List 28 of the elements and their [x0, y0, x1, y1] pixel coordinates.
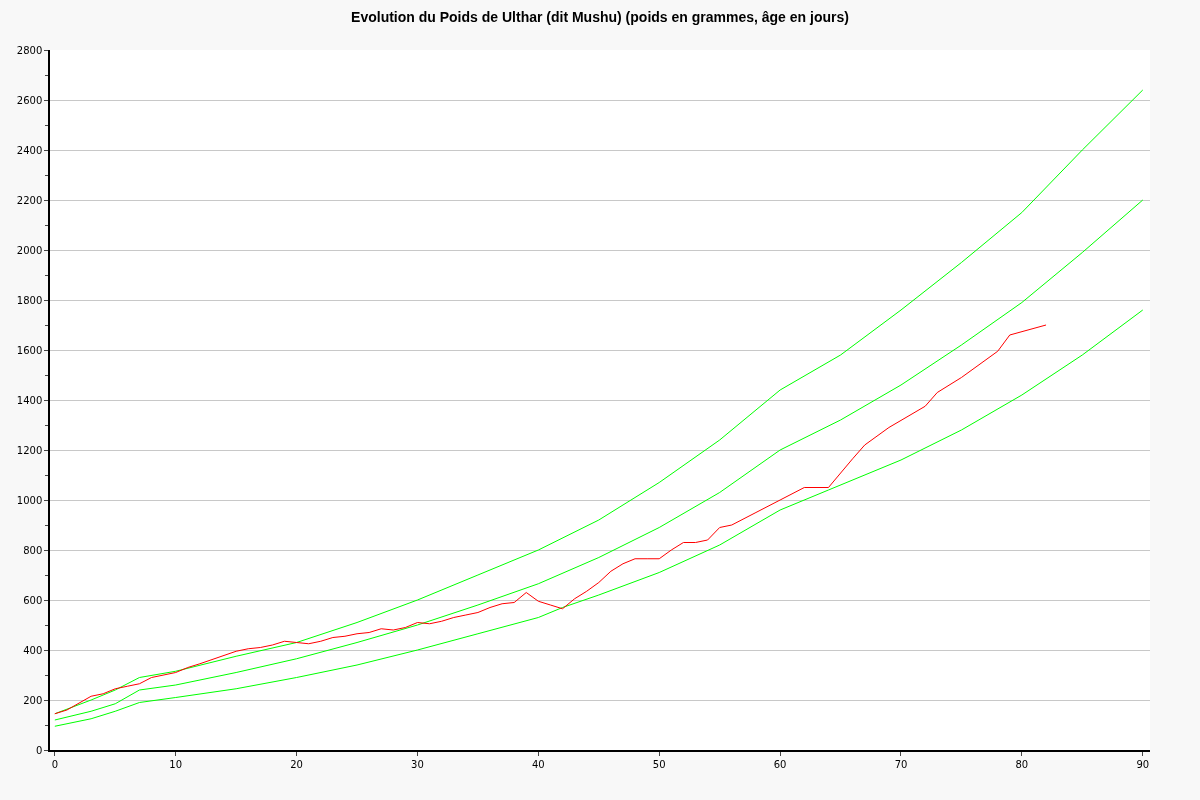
- x-tick-label: 10: [169, 758, 183, 770]
- x-tick-label: 20: [290, 758, 303, 770]
- y-tick-label: 2000: [16, 244, 43, 256]
- line-series: [54, 199, 1144, 721]
- y-tick-label: 1800: [16, 294, 43, 306]
- x-tick-label: 80: [1015, 758, 1029, 770]
- x-tick-label: 70: [894, 758, 908, 770]
- y-tick-label: 2600: [16, 94, 43, 106]
- x-tick-label: 50: [652, 758, 666, 770]
- chart-title: Evolution du Poids de Ulthar (dit Mushu) (poids en grammes, âge en jours): [351, 8, 849, 25]
- y-tick-label: 1400: [16, 394, 43, 406]
- y-tick-label: 2400: [16, 144, 43, 156]
- x-tick-label: 0: [51, 758, 59, 770]
- x-tick-label: 30: [411, 758, 424, 770]
- y-tick-label: 200: [23, 694, 43, 706]
- y-tick-label: 400: [23, 644, 43, 656]
- x-tick-label: 60: [773, 758, 787, 770]
- y-tick-label: 800: [23, 544, 43, 556]
- x-tick-label: 40: [531, 758, 545, 770]
- y-tick-label: 600: [23, 594, 43, 606]
- x-tick-label: 90: [1136, 758, 1150, 770]
- y-tick-label: 1200: [16, 444, 43, 456]
- y-tick-label: 1600: [16, 344, 43, 356]
- y-tick-label: 2800: [16, 44, 43, 56]
- line-series: [54, 89, 1144, 715]
- y-tick-label: 2200: [16, 194, 43, 206]
- y-tick-label: 1000: [16, 494, 43, 506]
- y-tick-label: 0: [35, 744, 43, 756]
